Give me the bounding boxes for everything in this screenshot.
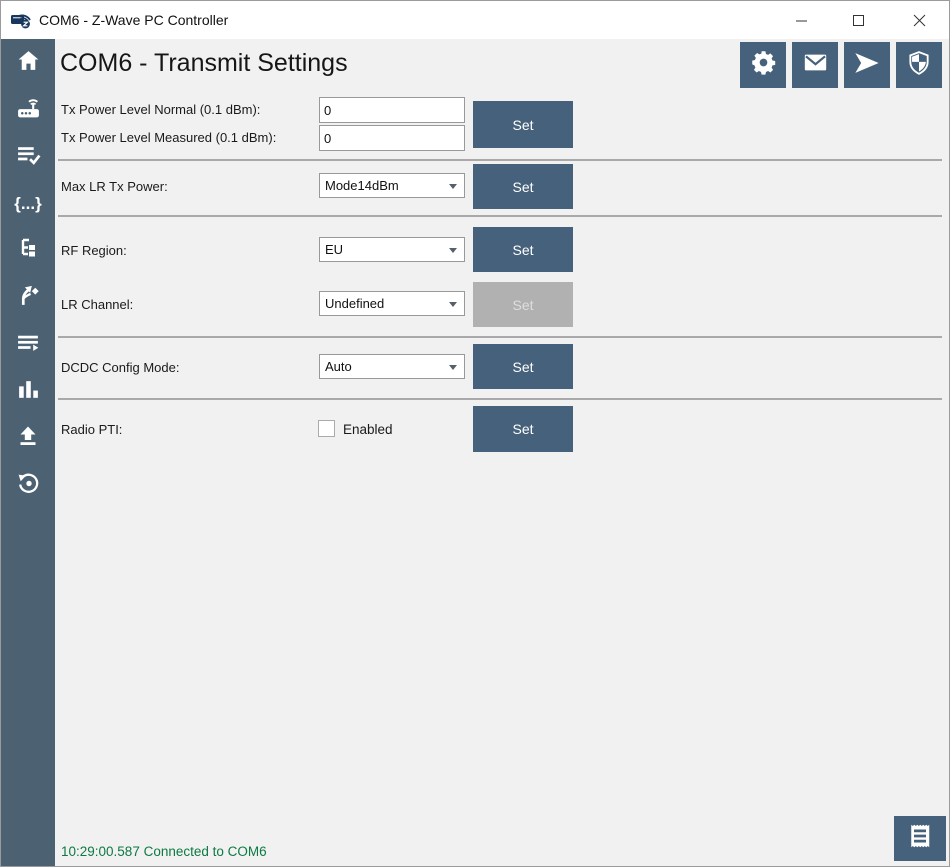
dropdown-value: EU bbox=[325, 242, 344, 257]
topology-tree-icon bbox=[16, 236, 40, 265]
chevron-down-icon bbox=[449, 248, 457, 253]
title-bar: COM6 - Z-Wave PC Controller bbox=[1, 1, 949, 39]
dcdc-config-mode-label: DCDC Config Mode: bbox=[61, 360, 180, 375]
route-split-icon bbox=[16, 283, 41, 313]
separator bbox=[58, 398, 942, 400]
radio-pti-label: Radio PTI: bbox=[61, 422, 123, 437]
dropdown-value: Mode14dBm bbox=[325, 178, 399, 193]
radio-pti-checkbox[interactable] bbox=[318, 420, 335, 437]
log-receipt-icon bbox=[905, 821, 935, 856]
sidebar-item-firmware-update[interactable] bbox=[1, 415, 55, 462]
lr-channel-label: LR Channel: bbox=[61, 297, 134, 312]
page-title: COM6 - Transmit Settings bbox=[60, 49, 348, 77]
home-icon bbox=[16, 48, 41, 78]
sidebar-item-json[interactable]: {...} bbox=[1, 180, 55, 227]
separator bbox=[58, 159, 942, 161]
tx-power-measured-label: Tx Power Level Measured (0.1 dBm): bbox=[61, 130, 277, 145]
maximize-button[interactable] bbox=[835, 1, 881, 39]
rf-region-dropdown[interactable]: EU bbox=[319, 237, 465, 262]
tx-power-measured-spinner[interactable] bbox=[319, 125, 508, 151]
dropdown-value: Undefined bbox=[325, 296, 385, 311]
minimize-button[interactable] bbox=[778, 1, 824, 39]
radio-pti-enabled-label: Enabled bbox=[343, 422, 393, 437]
network-device-icon bbox=[16, 95, 41, 125]
dcdc-config-mode-dropdown[interactable]: Auto bbox=[319, 354, 465, 379]
sidebar-item-statistics[interactable] bbox=[1, 368, 55, 415]
tx-power-normal-label: Tx Power Level Normal (0.1 dBm): bbox=[61, 102, 261, 117]
chevron-down-icon bbox=[449, 184, 457, 189]
sidebar-item-reset[interactable] bbox=[1, 462, 55, 509]
set-rf-region-button[interactable]: Set bbox=[473, 227, 573, 272]
settings-button[interactable] bbox=[740, 42, 786, 88]
set-tx-power-button[interactable]: Set bbox=[473, 101, 573, 148]
header-actions bbox=[740, 42, 942, 88]
chevron-down-icon bbox=[449, 365, 457, 370]
separator bbox=[58, 215, 942, 217]
mail-icon bbox=[802, 49, 829, 81]
tx-power-normal-input[interactable] bbox=[320, 98, 500, 122]
node-list-check-icon bbox=[16, 142, 41, 172]
security-shield-icon bbox=[906, 50, 932, 81]
security-button[interactable] bbox=[896, 42, 942, 88]
sidebar-item-topology[interactable] bbox=[1, 227, 55, 274]
send-button[interactable] bbox=[844, 42, 890, 88]
sidebar-item-command-queue[interactable] bbox=[1, 321, 55, 368]
sidebar-item-node-list[interactable] bbox=[1, 133, 55, 180]
sidebar-item-route[interactable] bbox=[1, 274, 55, 321]
app-logo-icon bbox=[10, 9, 32, 31]
lr-channel-dropdown[interactable]: Undefined bbox=[319, 291, 465, 316]
window-title: COM6 - Z-Wave PC Controller bbox=[39, 12, 229, 28]
set-dcdc-config-mode-button[interactable]: Set bbox=[473, 344, 573, 389]
close-button[interactable] bbox=[896, 1, 942, 39]
max-lr-tx-power-label: Max LR Tx Power: bbox=[61, 179, 168, 194]
max-lr-tx-power-dropdown[interactable]: Mode14dBm bbox=[319, 173, 465, 198]
dropdown-value: Auto bbox=[325, 359, 352, 374]
sidebar-nav: {...} bbox=[1, 39, 55, 866]
statistics-chart-icon bbox=[16, 377, 41, 407]
rf-region-label: RF Region: bbox=[61, 243, 127, 258]
sidebar-item-home[interactable] bbox=[1, 39, 55, 86]
status-text: 10:29:00.587 Connected to COM6 bbox=[61, 844, 267, 859]
set-radio-pti-button[interactable]: Set bbox=[473, 406, 573, 452]
reset-history-icon bbox=[16, 471, 41, 501]
set-max-lr-tx-power-button[interactable]: Set bbox=[473, 164, 573, 209]
send-icon bbox=[853, 49, 881, 82]
log-button[interactable] bbox=[894, 816, 946, 861]
set-lr-channel-button: Set bbox=[473, 282, 573, 327]
separator bbox=[58, 336, 942, 338]
firmware-upload-icon bbox=[16, 424, 40, 453]
tx-power-measured-input[interactable] bbox=[320, 126, 500, 150]
sidebar-item-network-device[interactable] bbox=[1, 86, 55, 133]
tx-power-normal-spinner[interactable] bbox=[319, 97, 508, 123]
command-list-run-icon bbox=[16, 330, 41, 360]
settings-gear-icon bbox=[750, 49, 777, 81]
mail-button[interactable] bbox=[792, 42, 838, 88]
chevron-down-icon bbox=[449, 302, 457, 307]
json-braces-icon: {...} bbox=[14, 193, 42, 213]
